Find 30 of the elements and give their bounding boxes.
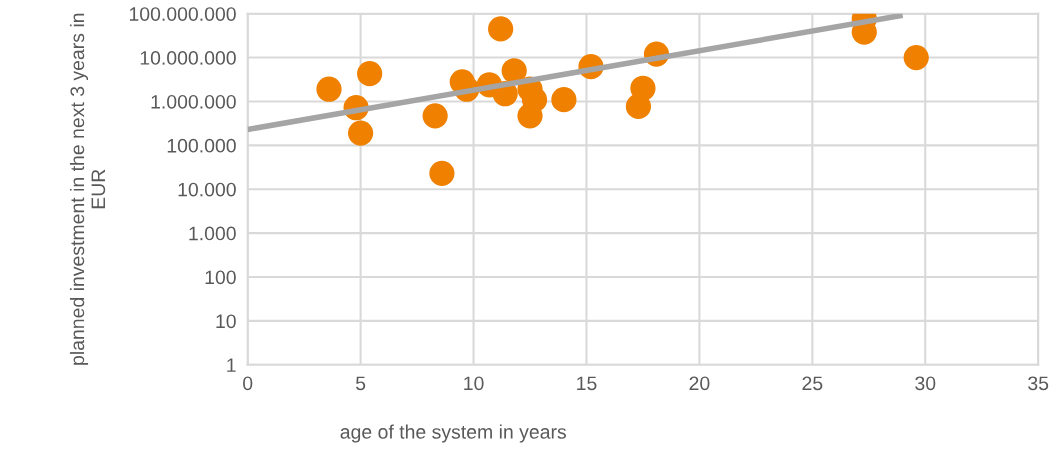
point xyxy=(517,103,543,129)
y-tick-label: 10.000.000 xyxy=(140,51,236,65)
point xyxy=(316,76,342,102)
point xyxy=(551,87,577,113)
y-tick-label: 100.000.000 xyxy=(129,7,236,21)
point xyxy=(488,16,514,42)
y-tick-label: 10.000 xyxy=(178,182,236,197)
y-tick-label: 1 xyxy=(227,358,236,372)
point xyxy=(348,120,374,146)
x-tick-label: 20 xyxy=(689,376,710,391)
x-tick-label: 10 xyxy=(464,376,484,391)
y-tick-label: 10 xyxy=(216,314,236,329)
point xyxy=(625,93,652,120)
x-tick-label: 15 xyxy=(577,376,597,391)
x-tick-label: 35 xyxy=(1028,376,1049,391)
x-axis-title: age of the system in years xyxy=(340,424,567,443)
x-tick-label: 25 xyxy=(802,376,823,391)
y-tick-label: 100.000 xyxy=(167,138,236,153)
point xyxy=(429,160,455,186)
y-tick-label: 100 xyxy=(205,270,236,285)
y-axis-title: planned investment in the next 3 years in EUR xyxy=(69,13,106,365)
x-tick-label: 0 xyxy=(243,376,253,391)
y-tick-label: 1.000 xyxy=(189,226,236,241)
point xyxy=(501,58,527,84)
point xyxy=(903,44,929,71)
x-tick-label: 5 xyxy=(355,376,366,391)
point xyxy=(422,103,448,129)
point xyxy=(357,61,383,87)
x-tick-label: 30 xyxy=(915,376,936,391)
y-tick-label: 1.000.000 xyxy=(151,94,236,109)
